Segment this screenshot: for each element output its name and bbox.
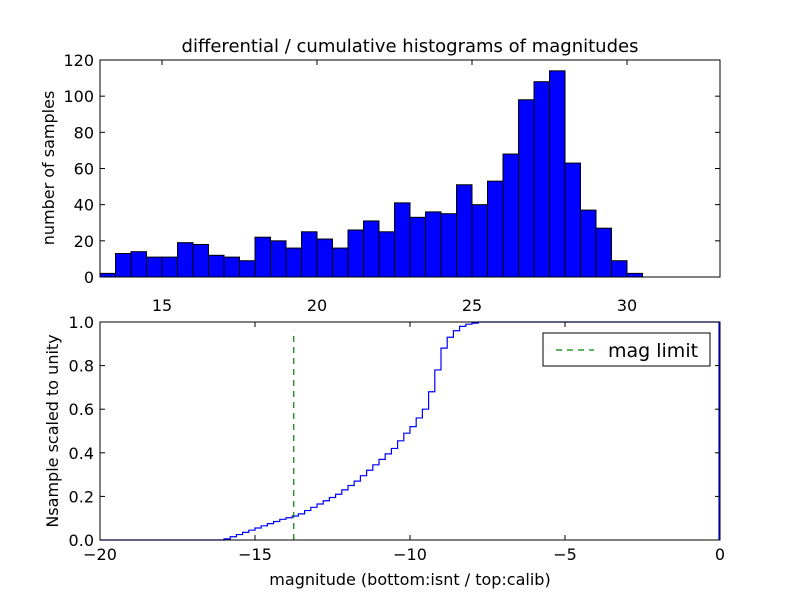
histogram-bar <box>161 256 178 278</box>
top-y-axis-label: number of samples <box>39 91 58 246</box>
x-tick-label: 30 <box>617 296 637 315</box>
y-tick-label: 1.0 <box>69 313 94 332</box>
histogram-bars <box>99 70 643 278</box>
histogram-bar <box>208 254 225 278</box>
y-tick-label: 0.4 <box>69 444 94 463</box>
histogram-bar <box>456 184 473 278</box>
histogram-chart: differential / cumulative histograms of … <box>39 36 721 315</box>
y-tick-label: 0.2 <box>69 487 94 506</box>
x-tick-label: 15 <box>152 296 172 315</box>
histogram-bar <box>347 229 364 278</box>
cumulative-lines <box>100 321 720 541</box>
histogram-bar <box>626 272 643 278</box>
top-x-ticks: 15 20 25 30 <box>152 60 637 315</box>
x-tick-label: 0 <box>715 545 725 564</box>
histogram-bar <box>270 240 287 278</box>
histogram-bar <box>254 236 271 278</box>
histogram-bar <box>595 227 612 278</box>
histogram-bar <box>440 213 457 278</box>
bottom-x-axis-label: magnitude (bottom:isnt / top:calib) <box>269 570 550 589</box>
histogram-bar <box>502 153 519 278</box>
bottom-x-ticks: −20 −15 −10 −5 0 <box>83 322 725 564</box>
top-y-ticks: 0 20 40 60 80 100 120 <box>63 51 720 287</box>
y-tick-label: 20 <box>74 232 94 251</box>
histogram-bar <box>177 242 194 278</box>
y-tick-label: 0.8 <box>69 357 94 376</box>
y-tick-label: 80 <box>74 123 94 142</box>
histogram-bar <box>394 202 411 278</box>
x-tick-label: −10 <box>393 545 427 564</box>
y-tick-label: 0.0 <box>69 531 94 550</box>
x-tick-label: −15 <box>238 545 272 564</box>
y-tick-label: 100 <box>63 87 94 106</box>
histogram-bar <box>611 260 628 278</box>
x-tick-label: 25 <box>462 296 482 315</box>
histogram-bar <box>192 243 209 278</box>
chart-title: differential / cumulative histograms of … <box>182 36 639 57</box>
bottom-y-ticks: 0.0 0.2 0.4 0.6 0.8 1.0 <box>69 313 720 550</box>
cumulative-chart: −20 −15 −10 −5 0 0.0 0.2 0.4 0.6 0.8 1.0 magnitud… <box>43 313 725 589</box>
histogram-bar <box>378 231 395 278</box>
y-tick-label: 0 <box>84 268 94 287</box>
x-tick-label: −5 <box>553 545 577 564</box>
histogram-bar <box>471 204 488 278</box>
histogram-bar <box>316 238 333 278</box>
histogram-bar <box>533 81 550 278</box>
y-tick-label: 40 <box>74 196 94 215</box>
histogram-bar <box>285 247 302 278</box>
cumulative-step-line <box>100 321 720 541</box>
histogram-bar <box>99 272 116 278</box>
bottom-y-axis-label: Nsample scaled to unity <box>43 334 62 527</box>
histogram-bar <box>130 251 147 278</box>
histogram-bar <box>425 211 442 278</box>
histogram-bar <box>580 209 597 278</box>
histogram-bar <box>518 99 535 278</box>
histogram-bar <box>115 252 132 278</box>
histogram-bar <box>223 256 240 278</box>
histogram-bar <box>239 260 256 278</box>
histogram-bar <box>564 162 581 278</box>
histogram-bar <box>549 70 566 278</box>
legend: mag limit <box>542 332 711 367</box>
x-tick-label: 20 <box>307 296 327 315</box>
y-tick-label: 0.6 <box>69 400 94 419</box>
x-tick-label: −20 <box>83 545 117 564</box>
histogram-bar <box>487 180 504 278</box>
y-tick-label: 120 <box>63 51 94 70</box>
y-tick-label: 60 <box>74 160 94 179</box>
histogram-bar <box>363 220 380 278</box>
histogram-bar <box>409 216 426 278</box>
histogram-bar <box>332 247 349 278</box>
histogram-bar <box>146 256 163 278</box>
histogram-bar <box>301 231 318 278</box>
legend-mag-limit-label: mag limit <box>608 340 698 362</box>
